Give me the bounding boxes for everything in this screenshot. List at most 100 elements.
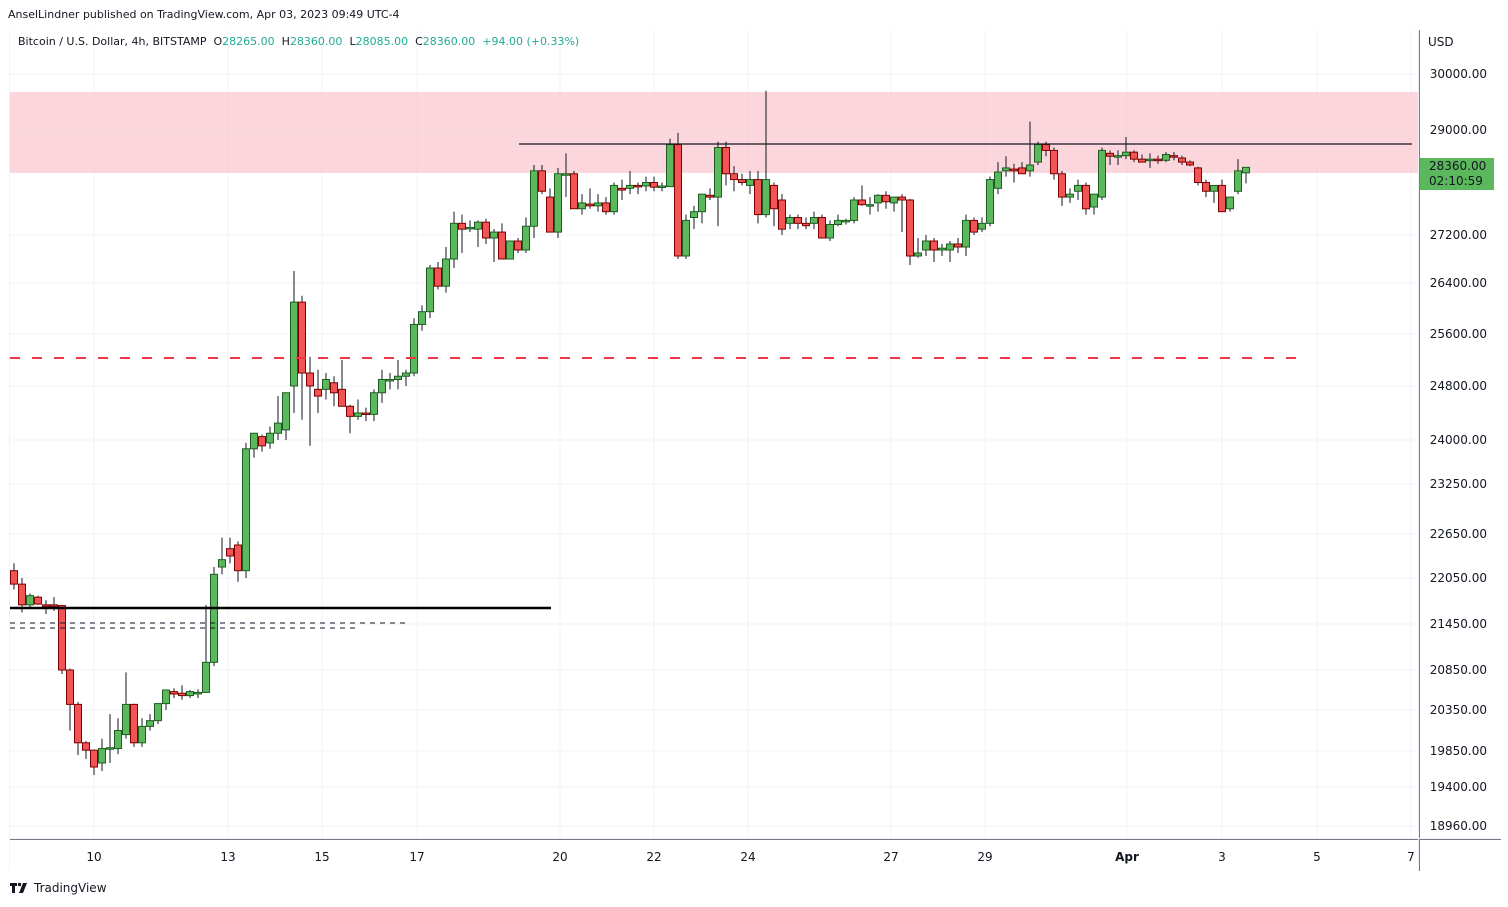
candle-down: [178, 692, 186, 697]
time-tick-label: 5: [1313, 850, 1321, 864]
candlestick-chart: [10, 30, 1418, 838]
candle-down: [458, 222, 466, 230]
candle-up: [1002, 167, 1010, 172]
candle-down: [882, 194, 890, 203]
candle-up: [866, 204, 874, 207]
candle-up: [450, 222, 458, 260]
time-tick-label: 22: [646, 850, 662, 864]
candle-down: [1178, 157, 1186, 163]
price-axis[interactable]: USD 28360.00 02:10:59 30000.00 29000.00 27…: [1419, 30, 1501, 838]
candle-down: [1050, 149, 1058, 175]
candle-up: [474, 221, 482, 230]
candle-up: [562, 173, 570, 176]
candle-up: [762, 179, 770, 216]
candle-up: [810, 217, 818, 224]
candle-up: [962, 219, 970, 248]
candle-up: [1146, 158, 1154, 162]
time-tick-label: 3: [1218, 850, 1226, 864]
candle-up: [1026, 164, 1034, 172]
candle-up: [426, 267, 434, 313]
candle-up: [842, 219, 850, 223]
candle-up: [354, 412, 362, 417]
price-tick-label: 27200.00: [1429, 228, 1487, 242]
candle-up: [410, 323, 418, 374]
candle-up: [890, 196, 898, 204]
candle-up: [1098, 149, 1106, 198]
candle-up: [922, 240, 930, 251]
price-tick-label: 24800.00: [1429, 379, 1487, 393]
candle-down: [754, 179, 762, 216]
candle-down: [434, 267, 442, 287]
candle-up: [682, 219, 690, 257]
candle-up: [114, 730, 122, 750]
candle-up: [210, 573, 218, 663]
candle-up: [1226, 196, 1234, 210]
candle-up: [1074, 184, 1082, 192]
candle-down: [1218, 184, 1226, 213]
candle-down: [1202, 182, 1210, 192]
candle-up: [322, 379, 330, 390]
candle-up: [834, 219, 842, 226]
candle-up: [442, 258, 450, 287]
time-tick-label: 13: [220, 850, 236, 864]
time-tick-label: 15: [314, 850, 330, 864]
candle-down: [1058, 173, 1066, 198]
axis-corner: [1419, 839, 1501, 871]
price-tick-label: 30000.00: [1429, 67, 1487, 81]
price-tick-label: 21450.00: [1429, 617, 1487, 631]
candle-up: [594, 202, 602, 207]
candle-up: [658, 185, 666, 188]
candle-down: [514, 240, 522, 251]
time-tick-label: 7: [1407, 850, 1415, 864]
candle-up: [642, 182, 650, 187]
candle-up: [98, 748, 106, 764]
low-label: L: [349, 35, 356, 48]
candle-down: [482, 221, 490, 239]
candle-up: [386, 379, 394, 382]
time-tick-label: 24: [740, 850, 756, 864]
candle-down: [546, 196, 554, 233]
candle-up: [1234, 170, 1242, 192]
candle-up: [874, 194, 882, 204]
candle-down: [634, 184, 642, 188]
last-price-tag: 28360.00 02:10:59: [1420, 158, 1494, 190]
candle-down: [338, 388, 346, 407]
open-value: 28265.00: [222, 35, 275, 48]
high-label: H: [281, 35, 290, 48]
candle-down: [602, 202, 610, 213]
candle-up: [522, 225, 530, 251]
candle-up: [290, 301, 298, 387]
candle-down: [90, 749, 98, 768]
chart-plot-area[interactable]: [10, 30, 1418, 838]
price-tick-label: 24000.00: [1429, 433, 1487, 447]
last-price-value: 28360.00: [1429, 159, 1487, 173]
candle-down: [674, 144, 682, 257]
close-label: C: [415, 35, 423, 48]
candle-down: [130, 703, 138, 744]
candle-down: [722, 147, 730, 175]
candle-up: [146, 720, 154, 727]
candle-down: [1170, 155, 1178, 158]
candle-down: [538, 170, 546, 192]
candle-down: [1042, 144, 1050, 151]
price-tick-label: 18960.00: [1429, 819, 1487, 833]
candle-up: [1210, 184, 1218, 192]
currency-label: USD: [1428, 35, 1454, 49]
time-axis[interactable]: 10 13 15 17 20 22 24 27 29 Apr 3 5 7: [10, 839, 1418, 871]
candle-down: [498, 231, 506, 260]
symbol-legend: Bitcoin / U.S. Dollar, 4h, BITSTAMP O282…: [18, 35, 579, 48]
candle-down: [74, 703, 82, 744]
time-tick-label: Apr: [1115, 850, 1139, 864]
candle-up: [578, 202, 586, 210]
price-tick-label: 19400.00: [1429, 780, 1487, 794]
candle-down: [1010, 168, 1018, 172]
candle-down: [346, 405, 354, 417]
tradingview-brand: TradingView: [10, 881, 107, 895]
candle-down: [66, 669, 74, 705]
candle-up: [978, 222, 986, 230]
candle-up: [466, 226, 474, 230]
candle-up: [274, 422, 282, 434]
candle-up: [914, 252, 922, 257]
candle-up: [938, 247, 946, 251]
candle-down: [738, 179, 746, 183]
